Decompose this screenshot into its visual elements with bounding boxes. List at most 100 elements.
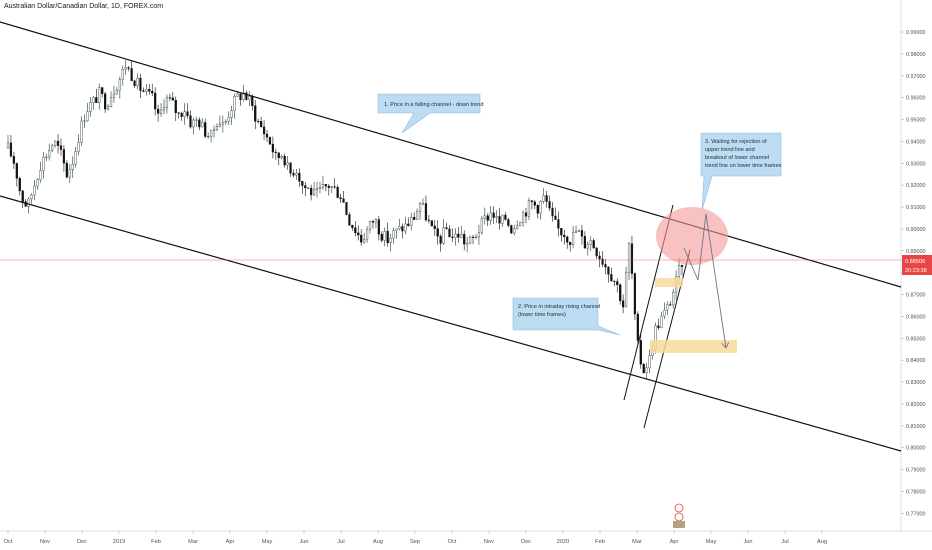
candle-body	[598, 255, 601, 260]
candle-body	[451, 236, 454, 238]
candle-body	[363, 238, 366, 243]
candle-body	[248, 95, 251, 100]
upper-zone[interactable]	[655, 278, 683, 287]
y-tick-label: 0.97000	[906, 74, 926, 80]
y-tick-label: 0.93000	[906, 161, 926, 167]
y-tick-label: 0.86000	[906, 314, 926, 320]
candle-body	[622, 300, 625, 308]
candle-body	[595, 247, 598, 257]
candle-body	[433, 225, 436, 229]
candle-body	[563, 234, 566, 238]
candle-body	[327, 185, 330, 188]
candle-body	[619, 284, 622, 301]
candle-body	[51, 145, 54, 151]
candle-body	[454, 233, 457, 238]
candle-body	[189, 115, 192, 128]
earnings-marker-icon[interactable]	[673, 521, 685, 528]
candle-body	[6, 142, 10, 149]
candles-group	[6, 60, 684, 379]
candle-body	[586, 244, 589, 249]
upper-channel-line[interactable]	[0, 21, 902, 288]
candle-body	[98, 87, 101, 103]
candle-body	[386, 230, 389, 243]
candle-body	[501, 214, 504, 224]
callout-3-line-2: upper trend line and	[705, 147, 755, 153]
candle-body	[416, 211, 419, 220]
callout-waiting[interactable]: 3. Waiting for rejection of upper trend …	[700, 132, 782, 211]
candle-body	[227, 117, 230, 122]
candle-body	[569, 242, 572, 245]
callout-rising-channel[interactable]: 2. Price in intraday rising channel (low…	[512, 297, 621, 336]
event-marker-icon[interactable]	[674, 512, 684, 522]
x-tick-label: 2020	[557, 539, 569, 545]
candle-body	[12, 156, 15, 164]
candle-body	[15, 163, 18, 179]
candle-body	[136, 77, 139, 87]
candle-body	[336, 186, 339, 198]
y-tick-label: 0.85000	[906, 336, 926, 342]
candle-body	[289, 162, 292, 174]
candle-body	[360, 234, 363, 243]
event-markers[interactable]	[673, 503, 685, 528]
candle-body	[351, 224, 354, 228]
candle-body	[9, 142, 13, 157]
candle-body	[474, 236, 478, 238]
candle-body	[89, 102, 92, 112]
candle-body	[59, 145, 63, 150]
candle-body	[580, 230, 584, 237]
candle-body	[262, 126, 266, 135]
y-tick-label: 0.81000	[906, 424, 926, 430]
candle-body	[71, 164, 74, 170]
candle-body	[183, 111, 186, 117]
current-price-label: 0.88506	[905, 259, 925, 265]
candle-body	[324, 184, 327, 187]
candle-body	[312, 189, 316, 196]
callout-falling-channel[interactable]: 1. Price in a falling channel - down tre…	[377, 93, 484, 134]
y-tick-label: 0.80000	[906, 446, 926, 452]
x-tick-label: Jul	[781, 539, 788, 545]
candle-body	[592, 240, 595, 249]
candle-body	[339, 197, 342, 200]
candle-body	[106, 106, 110, 110]
candle-body	[145, 89, 148, 92]
candle-body	[645, 367, 648, 374]
x-tick-label: Jul	[337, 539, 344, 545]
candle-body	[174, 99, 177, 113]
candle-body	[21, 190, 24, 202]
candle-body	[613, 280, 616, 282]
candle-body	[439, 236, 442, 244]
target-zone[interactable]	[650, 340, 737, 353]
x-tick-label: Jun	[299, 539, 308, 545]
candle-body	[209, 129, 213, 137]
candle-body	[430, 220, 433, 227]
candle-body	[648, 355, 651, 369]
candle-body	[383, 230, 386, 241]
lower-channel-line[interactable]	[0, 195, 902, 452]
candle-body	[330, 186, 333, 188]
callout-2-line-1: 2. Price in intraday rising channel	[518, 304, 600, 310]
y-tick-label: 0.87000	[906, 293, 926, 299]
candle-body	[124, 67, 127, 70]
candle-body	[542, 195, 545, 202]
x-axis: Oct Nov Dec 2019 Feb Mar Apr May Jun Jul Aug Sep Oct…	[4, 531, 827, 545]
y-tick-label: 0.84000	[906, 358, 926, 364]
callout-1-line-1: 1. Price in a falling channel - down tre…	[384, 102, 484, 108]
y-tick-label: 0.95000	[906, 118, 926, 124]
candle-body	[236, 93, 239, 97]
x-tick-label: Mar	[188, 539, 198, 545]
candle-body	[639, 340, 642, 365]
projection-leg-1	[683, 247, 699, 281]
candle-body	[130, 68, 133, 82]
candle-body	[630, 243, 634, 274]
event-marker-icon[interactable]	[674, 503, 684, 513]
candle-body	[271, 143, 274, 153]
rejection-circle[interactable]	[656, 207, 728, 265]
y-tick-label: 0.96000	[906, 96, 926, 102]
candle-body	[257, 121, 260, 123]
candle-body	[401, 226, 404, 232]
candle-body	[283, 155, 286, 166]
candle-body	[27, 198, 30, 207]
candle-body	[663, 309, 666, 317]
